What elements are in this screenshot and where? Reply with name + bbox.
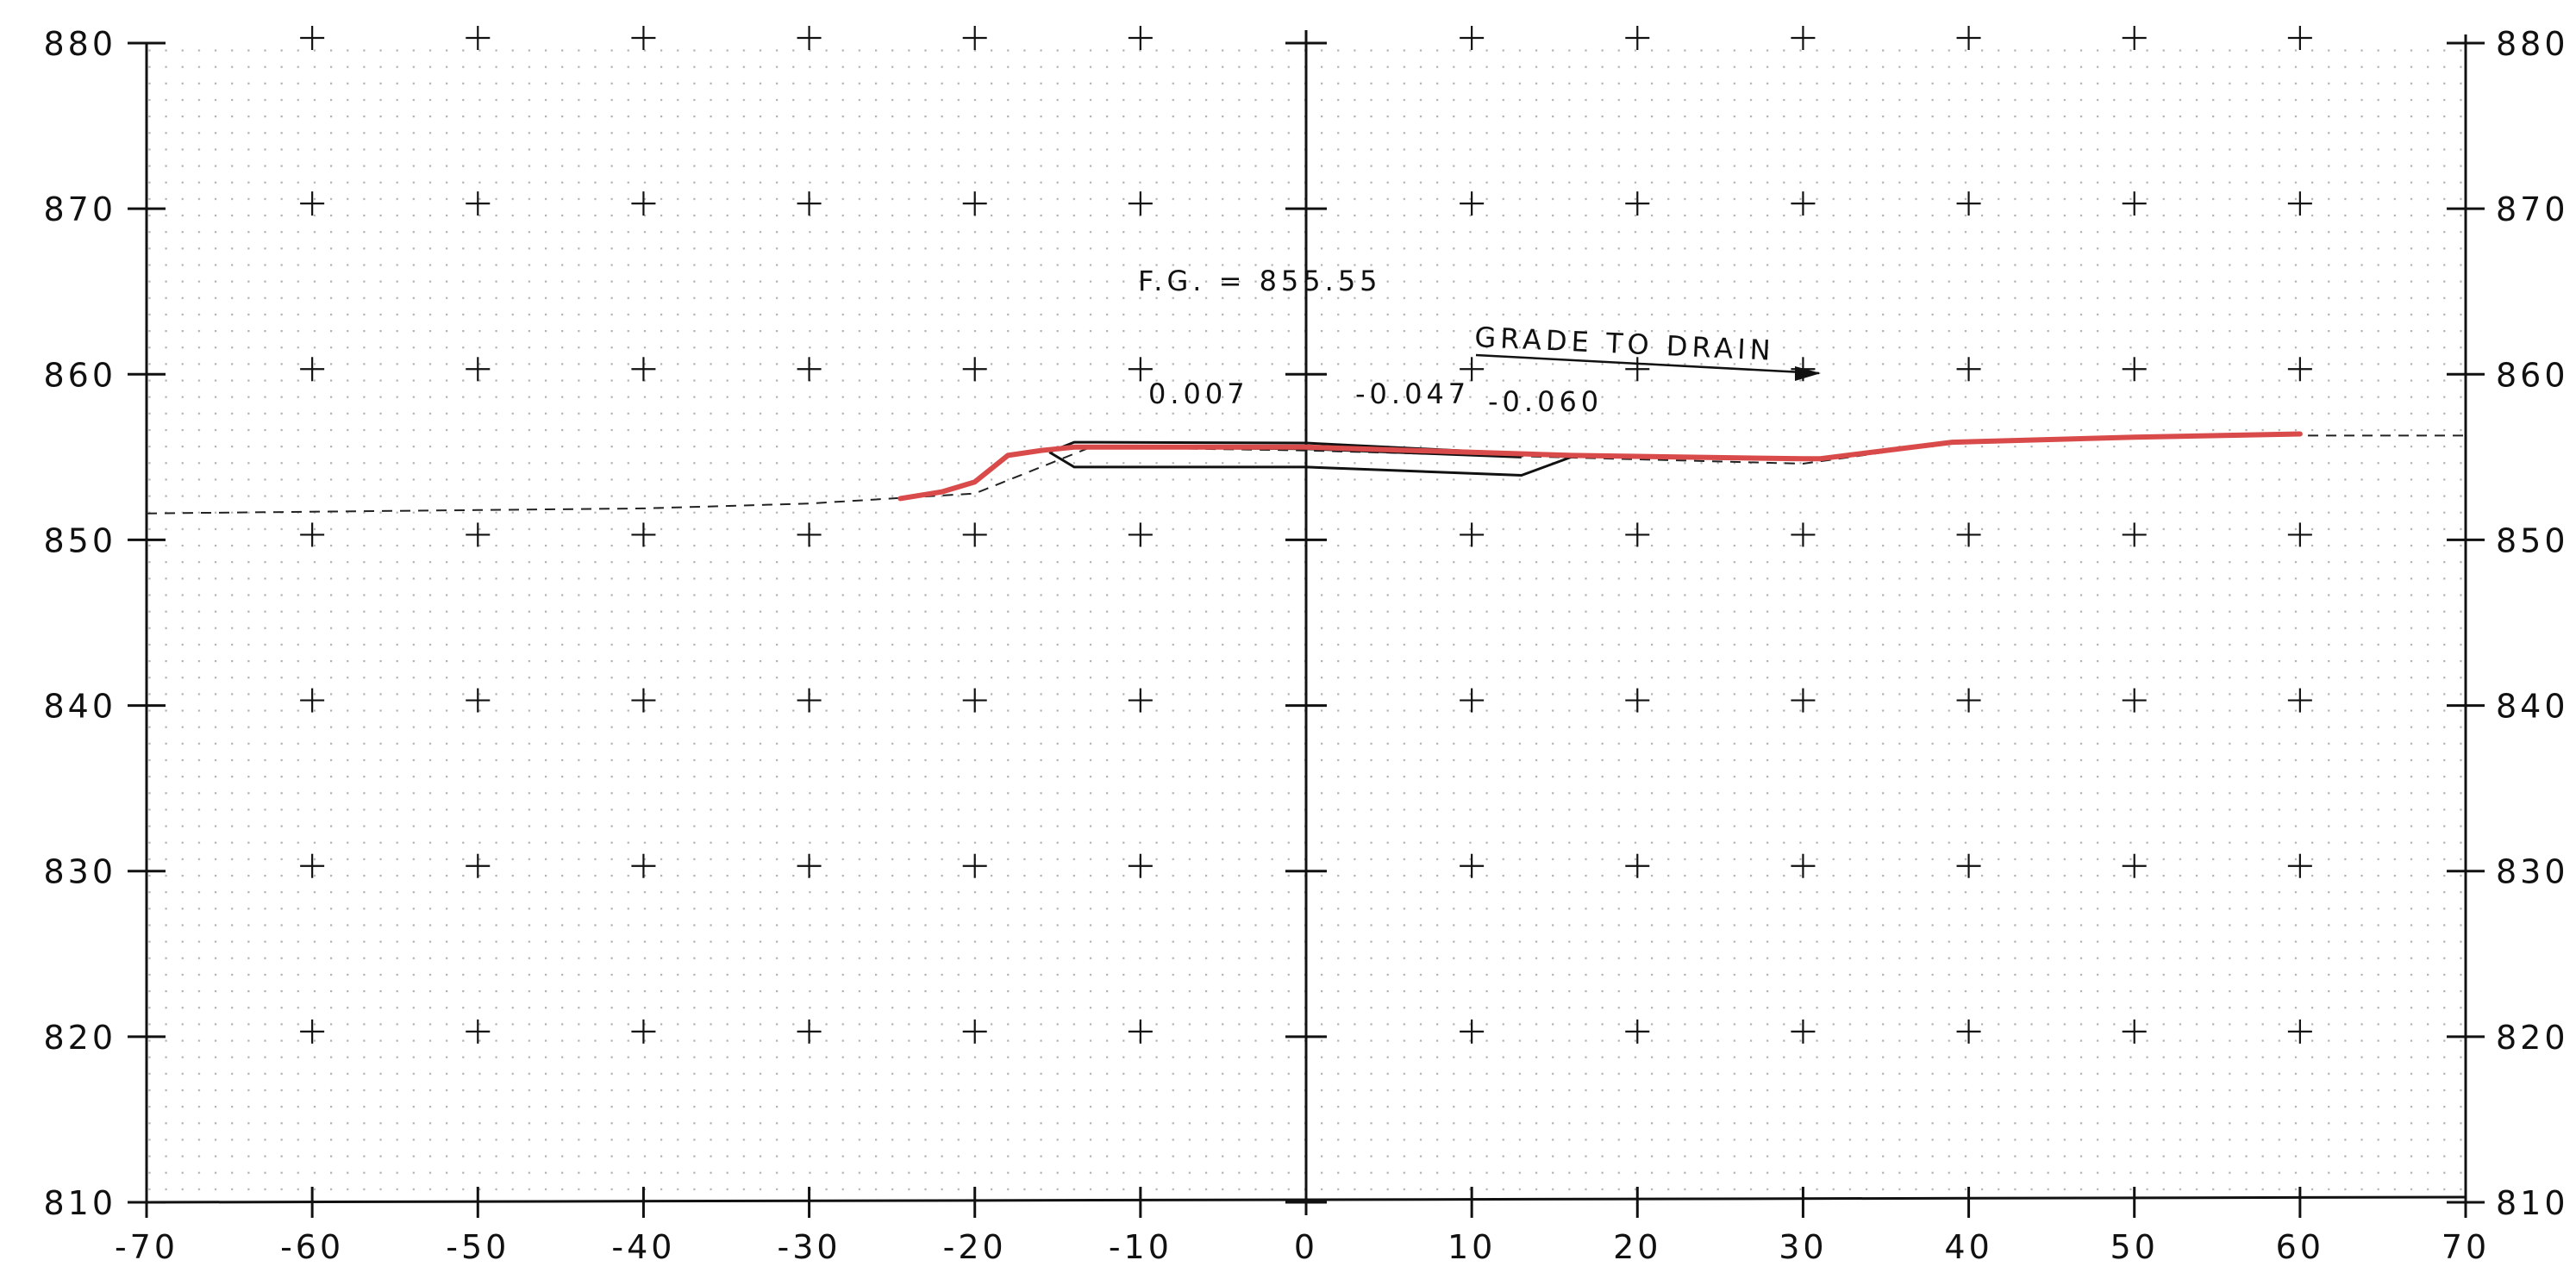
y-tick-label-left: 840 bbox=[43, 688, 116, 726]
axis-frame bbox=[145, 30, 2467, 1215]
x-tick-label: -50 bbox=[446, 1228, 510, 1266]
y-tick-label-left: 870 bbox=[43, 190, 116, 228]
x-tick-label: 60 bbox=[2276, 1228, 2324, 1266]
x-tick-label: 20 bbox=[1613, 1228, 1661, 1266]
y-tick-label-right: 860 bbox=[2496, 356, 2569, 394]
y-axis-ticks: 810 810 820 820 830 830 840 840 850 850 860 860 870 8… bbox=[43, 25, 2569, 1222]
y-tick-label-right: 840 bbox=[2496, 688, 2569, 726]
x-tick-label: 30 bbox=[1779, 1228, 1827, 1266]
pavement-section-line-3 bbox=[1048, 451, 1572, 477]
slope-left-label: 0.007 bbox=[1148, 377, 1249, 410]
proposed-grade-line bbox=[897, 431, 2303, 502]
y-tick-label-right: 880 bbox=[2496, 25, 2569, 63]
x-tick-label: 40 bbox=[1944, 1228, 1992, 1266]
x-tick-label: 50 bbox=[2110, 1228, 2159, 1266]
x-tick-label: 70 bbox=[2442, 1228, 2490, 1266]
slope-right-label: -0.047 bbox=[1355, 377, 1470, 410]
y-tick-label-left: 850 bbox=[43, 521, 116, 559]
y-tick-label-left: 860 bbox=[43, 356, 116, 394]
y-tick-label-right: 830 bbox=[2496, 853, 2569, 891]
x-axis-ticks: -70 -60 -50 -40 -30 -20 -10 0 10 20 30 40 50 60 70 bbox=[115, 1187, 2490, 1266]
y-tick-label-left: 880 bbox=[43, 25, 116, 63]
y-tick-label-left: 830 bbox=[43, 853, 116, 891]
x-tick-label: -30 bbox=[778, 1228, 841, 1266]
x-tick-label: -70 bbox=[115, 1228, 178, 1266]
grade-to-drain-arrow-shaft bbox=[1475, 353, 1820, 375]
profile-lines bbox=[146, 431, 2466, 515]
grid-cross-markers bbox=[300, 26, 2312, 1044]
y-tick-label-right: 820 bbox=[2496, 1019, 2569, 1057]
x-tick-label: 0 bbox=[1294, 1228, 1318, 1266]
finished-grade-label: F.G. = 855.55 bbox=[1138, 265, 1382, 297]
y-tick-label-right: 850 bbox=[2496, 521, 2569, 559]
grade-to-drain-arrowhead bbox=[1795, 366, 1821, 381]
x-tick-label: 10 bbox=[1447, 1228, 1496, 1266]
x-tick-label: -10 bbox=[1109, 1228, 1172, 1266]
y-tick-label-right: 810 bbox=[2496, 1184, 2569, 1222]
y-tick-label-left: 810 bbox=[43, 1184, 116, 1222]
x-tick-label: -60 bbox=[280, 1228, 344, 1266]
x-tick-label: -20 bbox=[943, 1228, 1007, 1266]
x-tick-label: -40 bbox=[611, 1228, 675, 1266]
y-tick-label-right: 870 bbox=[2496, 190, 2569, 228]
y-tick-label-left: 820 bbox=[43, 1019, 116, 1057]
slope-far-label: -0.060 bbox=[1488, 385, 1603, 418]
